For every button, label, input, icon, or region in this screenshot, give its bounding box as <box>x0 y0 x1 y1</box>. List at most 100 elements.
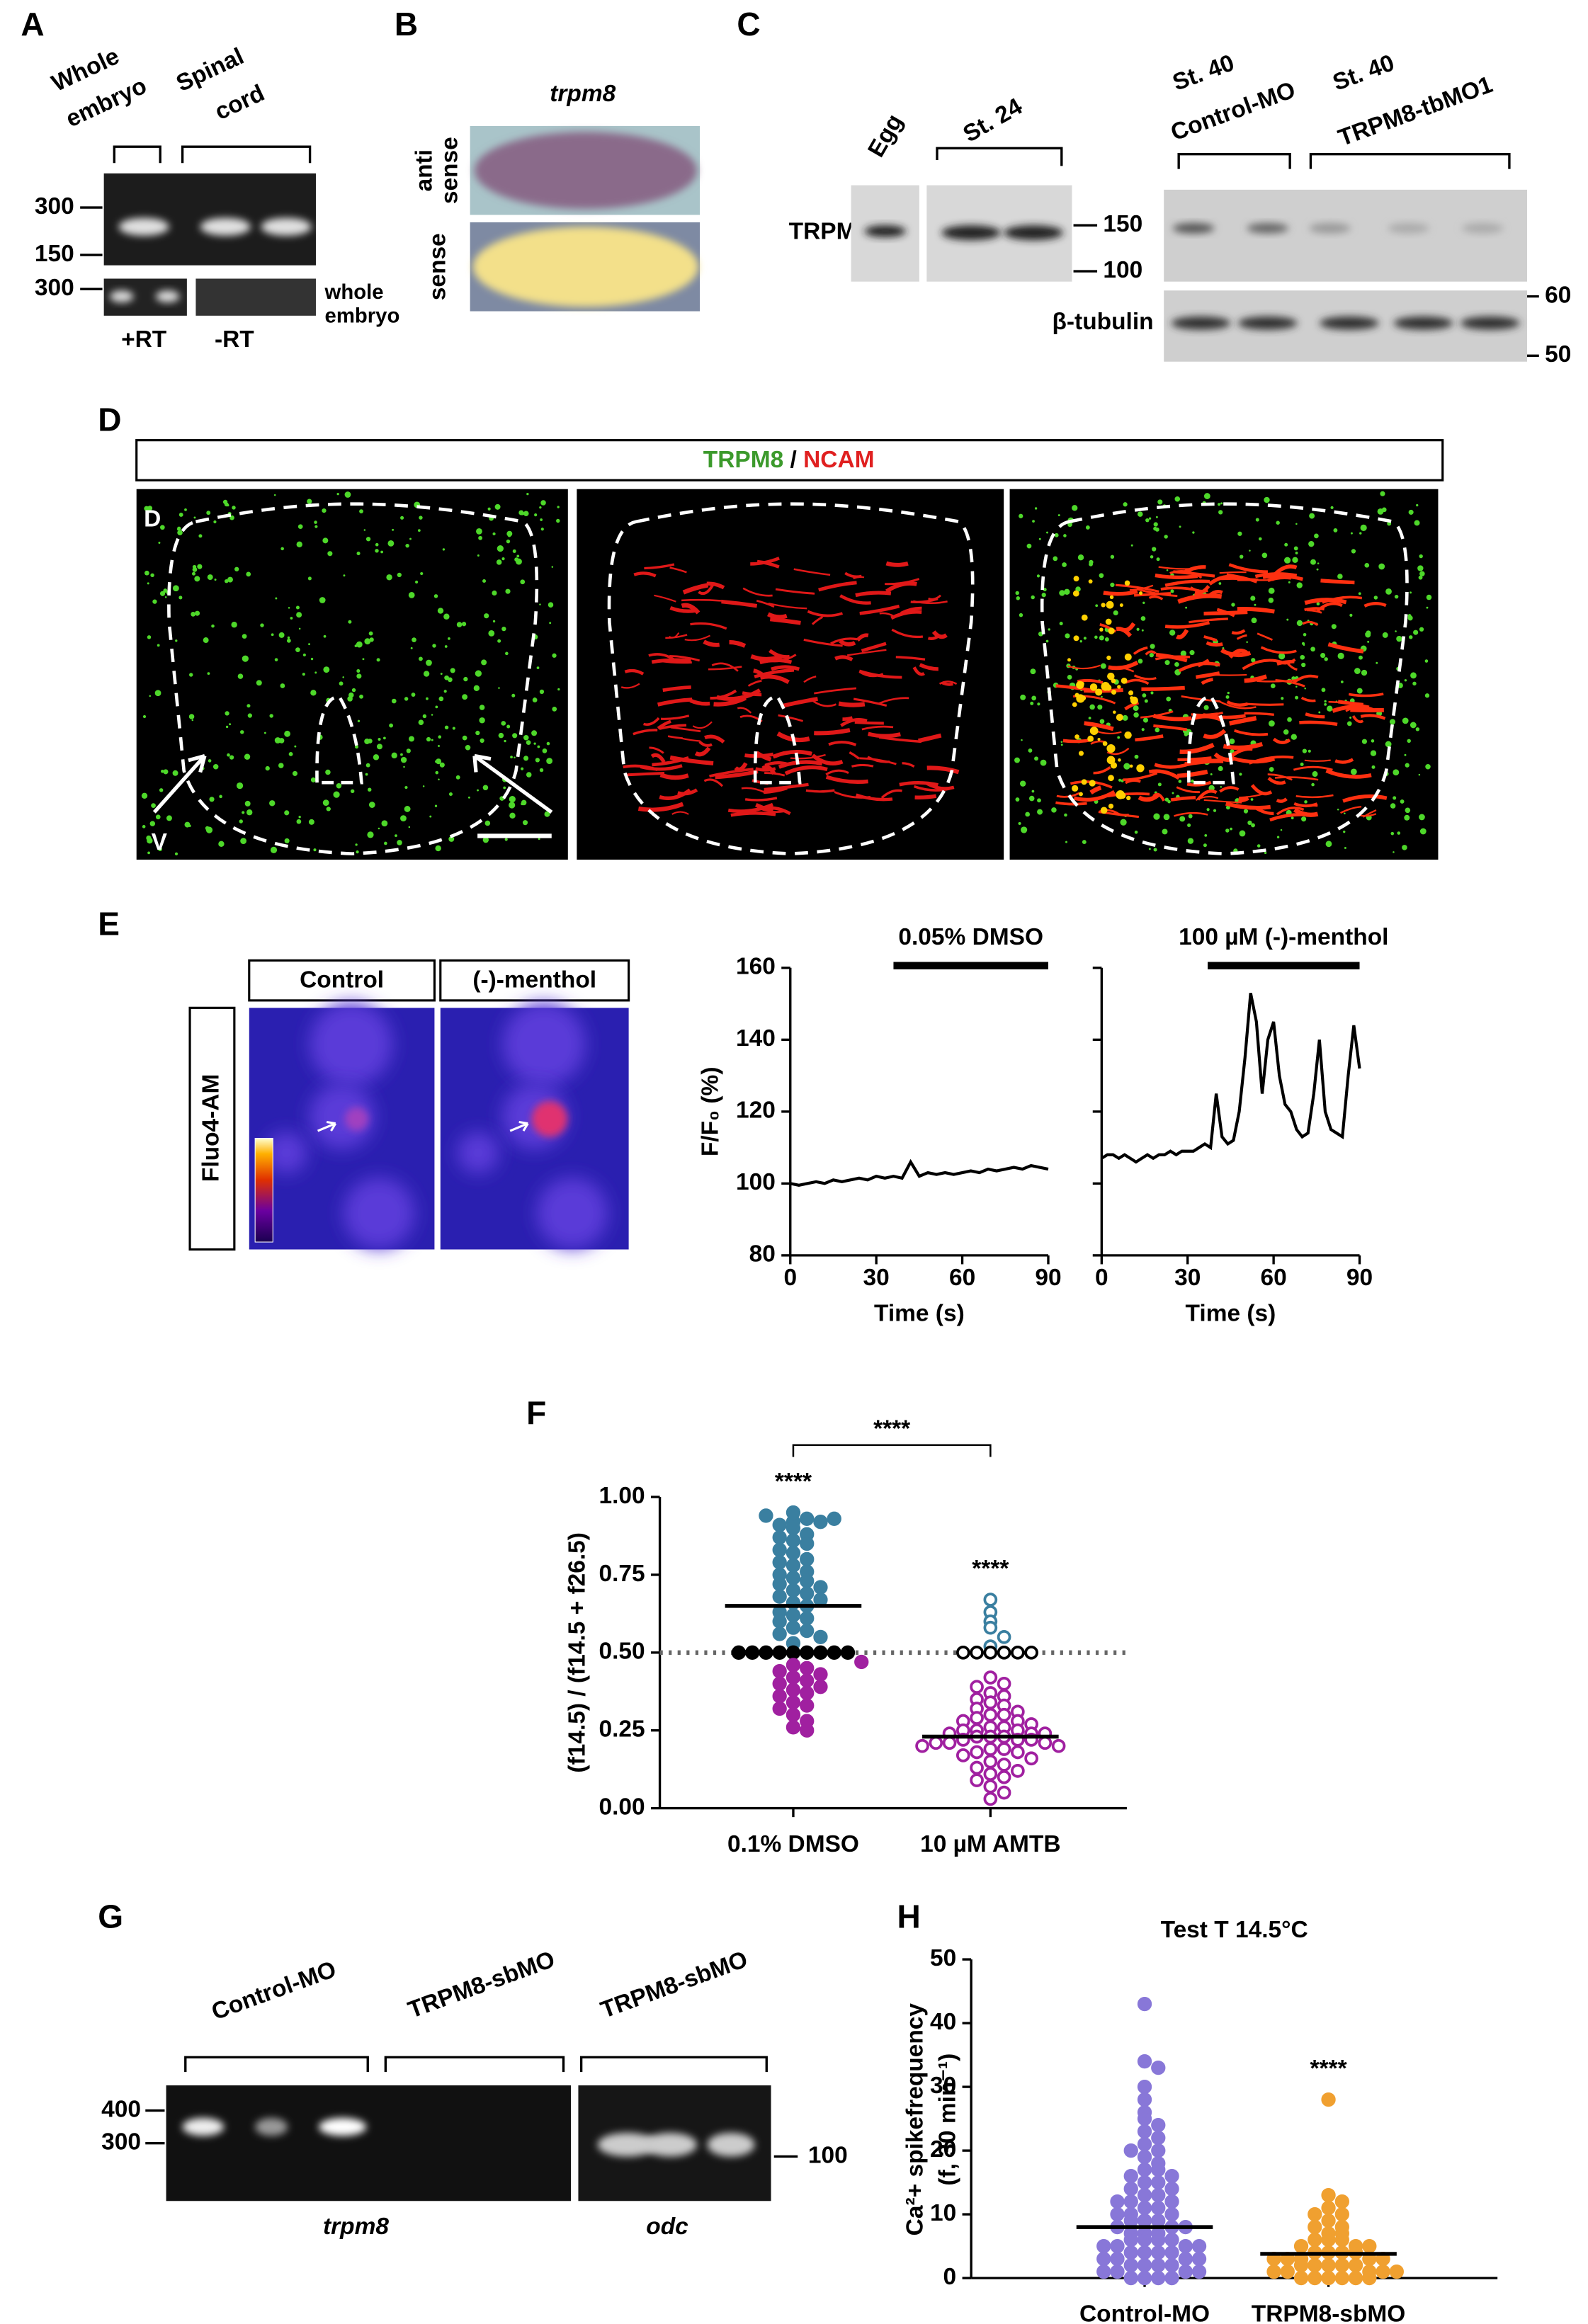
green-speck <box>307 576 312 581</box>
green-speck <box>229 755 234 760</box>
green-speck <box>273 494 276 496</box>
green-speck <box>1366 630 1371 636</box>
green-speck <box>1302 748 1308 753</box>
green-speck <box>302 653 306 657</box>
green-speck <box>1407 739 1411 744</box>
green-speck <box>244 753 251 760</box>
green-speck <box>263 731 266 734</box>
red-fiber <box>1292 674 1319 684</box>
red-fiber <box>1141 685 1185 691</box>
overlap-speck <box>1089 780 1096 787</box>
red-fiber <box>1055 801 1087 806</box>
green-speck <box>147 838 153 844</box>
overlap-speck <box>1108 803 1114 809</box>
data-point <box>1334 2257 1349 2273</box>
green-speck <box>492 620 496 623</box>
red-fiber <box>1133 674 1157 680</box>
green-speck <box>536 666 540 670</box>
data-point <box>759 1645 773 1660</box>
red-fiber <box>761 765 776 775</box>
green-speck <box>1088 717 1091 719</box>
green-speck <box>227 753 230 757</box>
green-speck <box>1170 589 1174 593</box>
x-tick-label: 10 µM AMTB <box>920 1831 1060 1857</box>
data-point <box>1110 2206 1125 2222</box>
data-point <box>786 1505 801 1520</box>
green-speck <box>1203 843 1207 848</box>
data-point <box>759 1508 773 1523</box>
green-speck <box>313 848 317 852</box>
red-fiber <box>927 634 941 640</box>
data-point <box>1151 2162 1166 2177</box>
data-point <box>1051 1738 1066 1753</box>
green-speck <box>240 838 247 845</box>
red-fiber <box>1183 565 1206 574</box>
red-fiber <box>654 594 676 603</box>
x-axis-label: Time (s) <box>874 1300 965 1326</box>
blot-band <box>1171 316 1231 330</box>
red-fiber <box>1248 756 1294 765</box>
green-speck <box>1394 594 1399 599</box>
overlap-speck <box>1097 737 1101 741</box>
overlap-speck <box>1078 751 1084 756</box>
green-speck <box>314 525 318 528</box>
green-speck <box>1030 701 1034 705</box>
green-speck <box>1213 809 1217 812</box>
green-speck <box>356 673 362 679</box>
data-point <box>1293 2238 1309 2254</box>
cell-glow <box>344 1107 369 1132</box>
green-speck <box>498 732 504 739</box>
red-fiber <box>1228 563 1268 574</box>
green-speck <box>359 509 363 514</box>
size-marker: 300 <box>35 193 74 220</box>
green-speck <box>1350 768 1357 775</box>
data-point <box>772 1576 787 1592</box>
green-speck <box>207 574 213 581</box>
blot-band <box>941 225 1001 241</box>
red-fiber <box>742 587 773 597</box>
green-speck <box>1148 848 1151 850</box>
gel-band <box>707 2132 755 2157</box>
red-fiber <box>1176 786 1200 794</box>
probe-label: sense <box>436 137 463 204</box>
red-fiber <box>1220 648 1252 658</box>
green-speck <box>326 807 331 811</box>
green-speck <box>540 500 546 506</box>
green-speck <box>1059 622 1063 626</box>
green-speck <box>1378 563 1385 570</box>
gel-band <box>182 2118 225 2136</box>
green-speck <box>348 620 352 624</box>
green-speck <box>1415 727 1420 731</box>
green-speck <box>1426 594 1432 600</box>
data-point <box>1096 2238 1111 2254</box>
treatment-bar <box>1208 962 1360 969</box>
green-speck <box>229 723 232 726</box>
data-point <box>1348 2257 1363 2273</box>
green-speck <box>350 789 355 794</box>
blot <box>1164 189 1528 282</box>
green-speck <box>552 706 557 712</box>
green-speck <box>1220 785 1223 788</box>
red-fiber <box>1225 802 1271 810</box>
green-speck <box>298 816 301 819</box>
gel-note: embryo <box>325 304 400 328</box>
green-speck <box>509 812 516 819</box>
red-fiber <box>659 788 691 800</box>
red-fiber <box>1155 652 1188 663</box>
treatment-bar <box>893 962 1048 969</box>
green-speck <box>392 528 395 531</box>
data-point <box>772 1555 787 1570</box>
green-speck <box>1356 688 1363 694</box>
green-speck <box>537 745 540 748</box>
green-speck <box>400 756 407 763</box>
green-speck <box>284 838 290 843</box>
gel <box>195 278 316 316</box>
data-point <box>1137 2124 1152 2139</box>
green-speck <box>552 653 557 658</box>
lane-label: -RT <box>215 326 254 353</box>
green-speck <box>1134 754 1139 759</box>
green-speck <box>1276 520 1280 525</box>
green-speck <box>526 772 532 777</box>
green-speck <box>1359 532 1362 535</box>
green-speck <box>147 506 153 511</box>
